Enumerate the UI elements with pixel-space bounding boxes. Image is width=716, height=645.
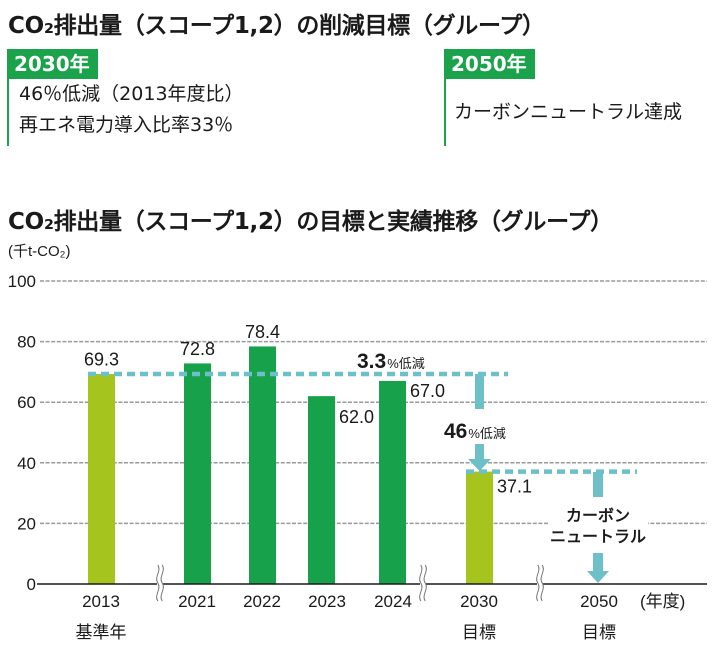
axis-break-stroke bbox=[156, 564, 160, 602]
axis-break-stroke bbox=[419, 564, 423, 602]
axis-break-stroke bbox=[423, 564, 427, 602]
annotation-value: 46 bbox=[444, 420, 467, 443]
axis-break-gap bbox=[420, 578, 426, 590]
bar-2023 bbox=[308, 396, 335, 584]
y-tick-label: 0 bbox=[27, 575, 36, 594]
value-label: 62.0 bbox=[339, 407, 374, 427]
y-axis-unit-label: (千t-CO₂) bbox=[8, 243, 70, 260]
target-line: カーボンニュートラル達成 bbox=[454, 101, 683, 123]
value-label: 69.3 bbox=[84, 350, 119, 370]
reduction-target-title: CO₂排出量（スコープ1,2）の削減目標（グループ） bbox=[8, 13, 545, 39]
target-line: 46％低減（2013年度比） bbox=[19, 83, 244, 105]
bar-2030 bbox=[466, 471, 493, 584]
axis-break-stroke bbox=[540, 564, 544, 602]
x-tick-labels: 2013 基準年 2021 2022 2023 2024 2030 目標 2050 目標 bbox=[76, 592, 618, 643]
target-year-badge: 2030年 bbox=[7, 49, 98, 79]
x-tick-label: 2030 bbox=[460, 592, 498, 611]
bar-2013 bbox=[88, 374, 115, 584]
axis-break-icon bbox=[156, 564, 164, 602]
annotation-unit: %低減 bbox=[468, 426, 506, 441]
axis-break-gap bbox=[537, 578, 543, 590]
gridlines bbox=[40, 280, 707, 525]
x-tick-label: 2022 bbox=[243, 592, 281, 611]
value-label: 67.0 bbox=[410, 381, 445, 401]
bar-2021 bbox=[184, 363, 211, 584]
target-year-badge: 2050年 bbox=[444, 49, 535, 79]
axis-breaks bbox=[156, 564, 544, 602]
annotation-background bbox=[548, 503, 648, 545]
reference-lines bbox=[88, 371, 637, 474]
y-tick-label: 80 bbox=[17, 333, 36, 352]
y-tick-label: 40 bbox=[17, 454, 36, 473]
arrow-down-icon bbox=[468, 374, 491, 471]
x-tick-sublabel: 基準年 bbox=[76, 623, 127, 643]
x-tick-sublabel: 目標 bbox=[582, 623, 616, 643]
chart-title: CO₂排出量（スコープ1,2）の目標と実績推移（グループ） bbox=[8, 209, 613, 235]
value-label: 78.4 bbox=[245, 322, 280, 342]
target-2050-card: 2050年 カーボンニュートラル達成 bbox=[444, 49, 711, 146]
x-tick-label: 2023 bbox=[308, 592, 346, 611]
x-tick-sublabel: 目標 bbox=[462, 623, 496, 643]
annotation-reduction-2024: 3.3%低減 bbox=[357, 350, 425, 373]
y-tick-labels: 0 20 40 60 80 100 bbox=[8, 272, 36, 594]
axis-break-stroke bbox=[536, 564, 540, 602]
target-line: 再エネ電力導入比率33％ bbox=[19, 114, 234, 136]
bar-2024 bbox=[379, 380, 406, 584]
value-label: 37.1 bbox=[497, 477, 532, 497]
value-labels: 69.3 72.8 78.4 62.0 67.0 37.1 bbox=[84, 322, 532, 497]
x-tick-label: 2024 bbox=[374, 592, 412, 611]
y-tick-label: 100 bbox=[8, 272, 36, 291]
axis-break-icon bbox=[419, 564, 427, 602]
target-2030-card: 2030年 46％低減（2013年度比） 再エネ電力導入比率33％ bbox=[7, 49, 429, 146]
annotation-reduction-2030: 46%低減 bbox=[444, 420, 506, 443]
annotation-value: 3.3 bbox=[357, 350, 386, 373]
x-tick-label: 2050 bbox=[580, 592, 618, 611]
axis-break-gap bbox=[157, 578, 163, 590]
y-tick-label: 20 bbox=[17, 514, 36, 533]
x-axis-unit-label: (年度) bbox=[640, 592, 685, 611]
bars bbox=[88, 346, 493, 584]
bar-2022 bbox=[249, 346, 276, 584]
annotation-unit: %低減 bbox=[387, 356, 425, 371]
value-label: 72.8 bbox=[180, 339, 215, 359]
annotation-carbon-neutral-line: カーボン bbox=[566, 506, 630, 525]
axis-break-stroke bbox=[160, 564, 164, 602]
y-tick-label: 60 bbox=[17, 393, 36, 412]
x-tick-label: 2021 bbox=[178, 592, 216, 611]
axis-break-icon bbox=[536, 564, 544, 602]
arrow-down-icon bbox=[587, 472, 609, 583]
x-tick-label: 2013 bbox=[82, 592, 120, 611]
annotation-carbon-neutral-line: ニュートラル bbox=[550, 527, 646, 546]
